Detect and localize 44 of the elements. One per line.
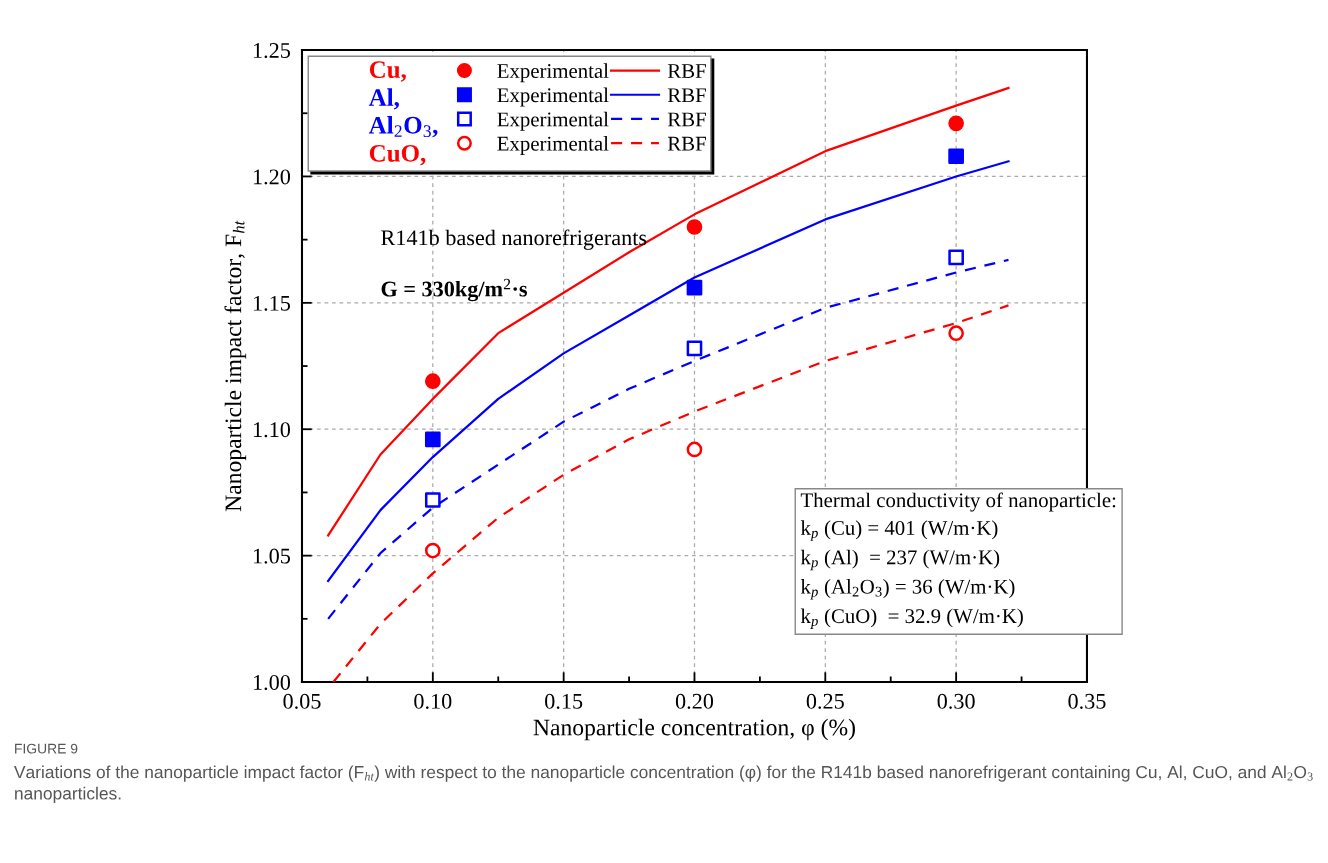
point: [424, 492, 441, 508]
legend-label: Experimental: [497, 87, 609, 107]
point: [424, 542, 441, 559]
legend-label: Experimental: [497, 63, 609, 83]
legend-label: RBF: [667, 88, 706, 103]
x-tick-label: 0.25: [806, 693, 844, 709]
point: [948, 249, 964, 266]
point: [686, 340, 703, 357]
caption: FIGURE 9: [15, 743, 78, 754]
text: Variations of the nanoparticle impact factor (F$_{ht}$) with respect to the nanoparticle concentration (φ) for the R141b based nanorefrigerant containing Cu, Al, CuO, and Al$_{2}$O$_{3}$ nanoparticles.: [14, 765, 1313, 804]
text: Thermal conductivity of nanoparticle: k$_{p}$ (Cu) = 401 (W/m·K) k$_{p}$ (Al) = 237 (W/m·K) k$_{p}$ (Al$_{2}$O$_{3}$) = 36 (W/m·K) k$_{p}$ (CuO) = 32.9 (W/m·K): [800, 492, 1116, 629]
annotation: G = 330kg/m$^{2}$·s: [381, 278, 528, 302]
point: [948, 115, 964, 132]
x-tick-label: 0.35: [1068, 693, 1106, 709]
legend-label: Experimental: [497, 136, 609, 155]
annotation: Al$_{2}$O$_{3}$,: [368, 116, 438, 138]
x-tick-label: 0.05: [283, 693, 321, 709]
annotation: R141b based nanorefrigerants: [381, 229, 647, 250]
legend-label: RBF: [667, 112, 706, 127]
point: [948, 325, 964, 342]
point: [686, 279, 703, 296]
y-axis-title: Nanoparticle impact factor, F$_{ht}$: [224, 220, 247, 512]
x-axis-title: Nanoparticle concentration, φ (%): [533, 718, 855, 741]
point: [686, 219, 703, 235]
y-tick-label: 1.10: [253, 422, 291, 438]
point: [424, 373, 441, 390]
x-tick-label: 0.30: [937, 693, 975, 709]
point: [948, 148, 964, 165]
x-tick-label: 0.10: [414, 693, 452, 709]
x-tick-label: 0.20: [675, 693, 714, 709]
legend-label: RBF: [667, 136, 706, 151]
annotation: CuO,: [369, 144, 426, 166]
legend-label: Experimental: [497, 111, 609, 131]
annotation: Al,: [368, 88, 399, 110]
y-tick-label: 1.20: [253, 169, 291, 185]
legend-label: RBF: [667, 64, 706, 78]
y-tick-label: 1.05: [253, 548, 291, 564]
y-tick-label: 1.15: [253, 295, 291, 311]
x-tick-label: 0.15: [545, 693, 583, 709]
y-tick-label: 1.00: [253, 674, 291, 691]
point: [424, 431, 441, 448]
y-tick-label: 1.25: [253, 43, 291, 59]
annotation: Cu,: [369, 61, 406, 82]
point: [686, 441, 703, 458]
